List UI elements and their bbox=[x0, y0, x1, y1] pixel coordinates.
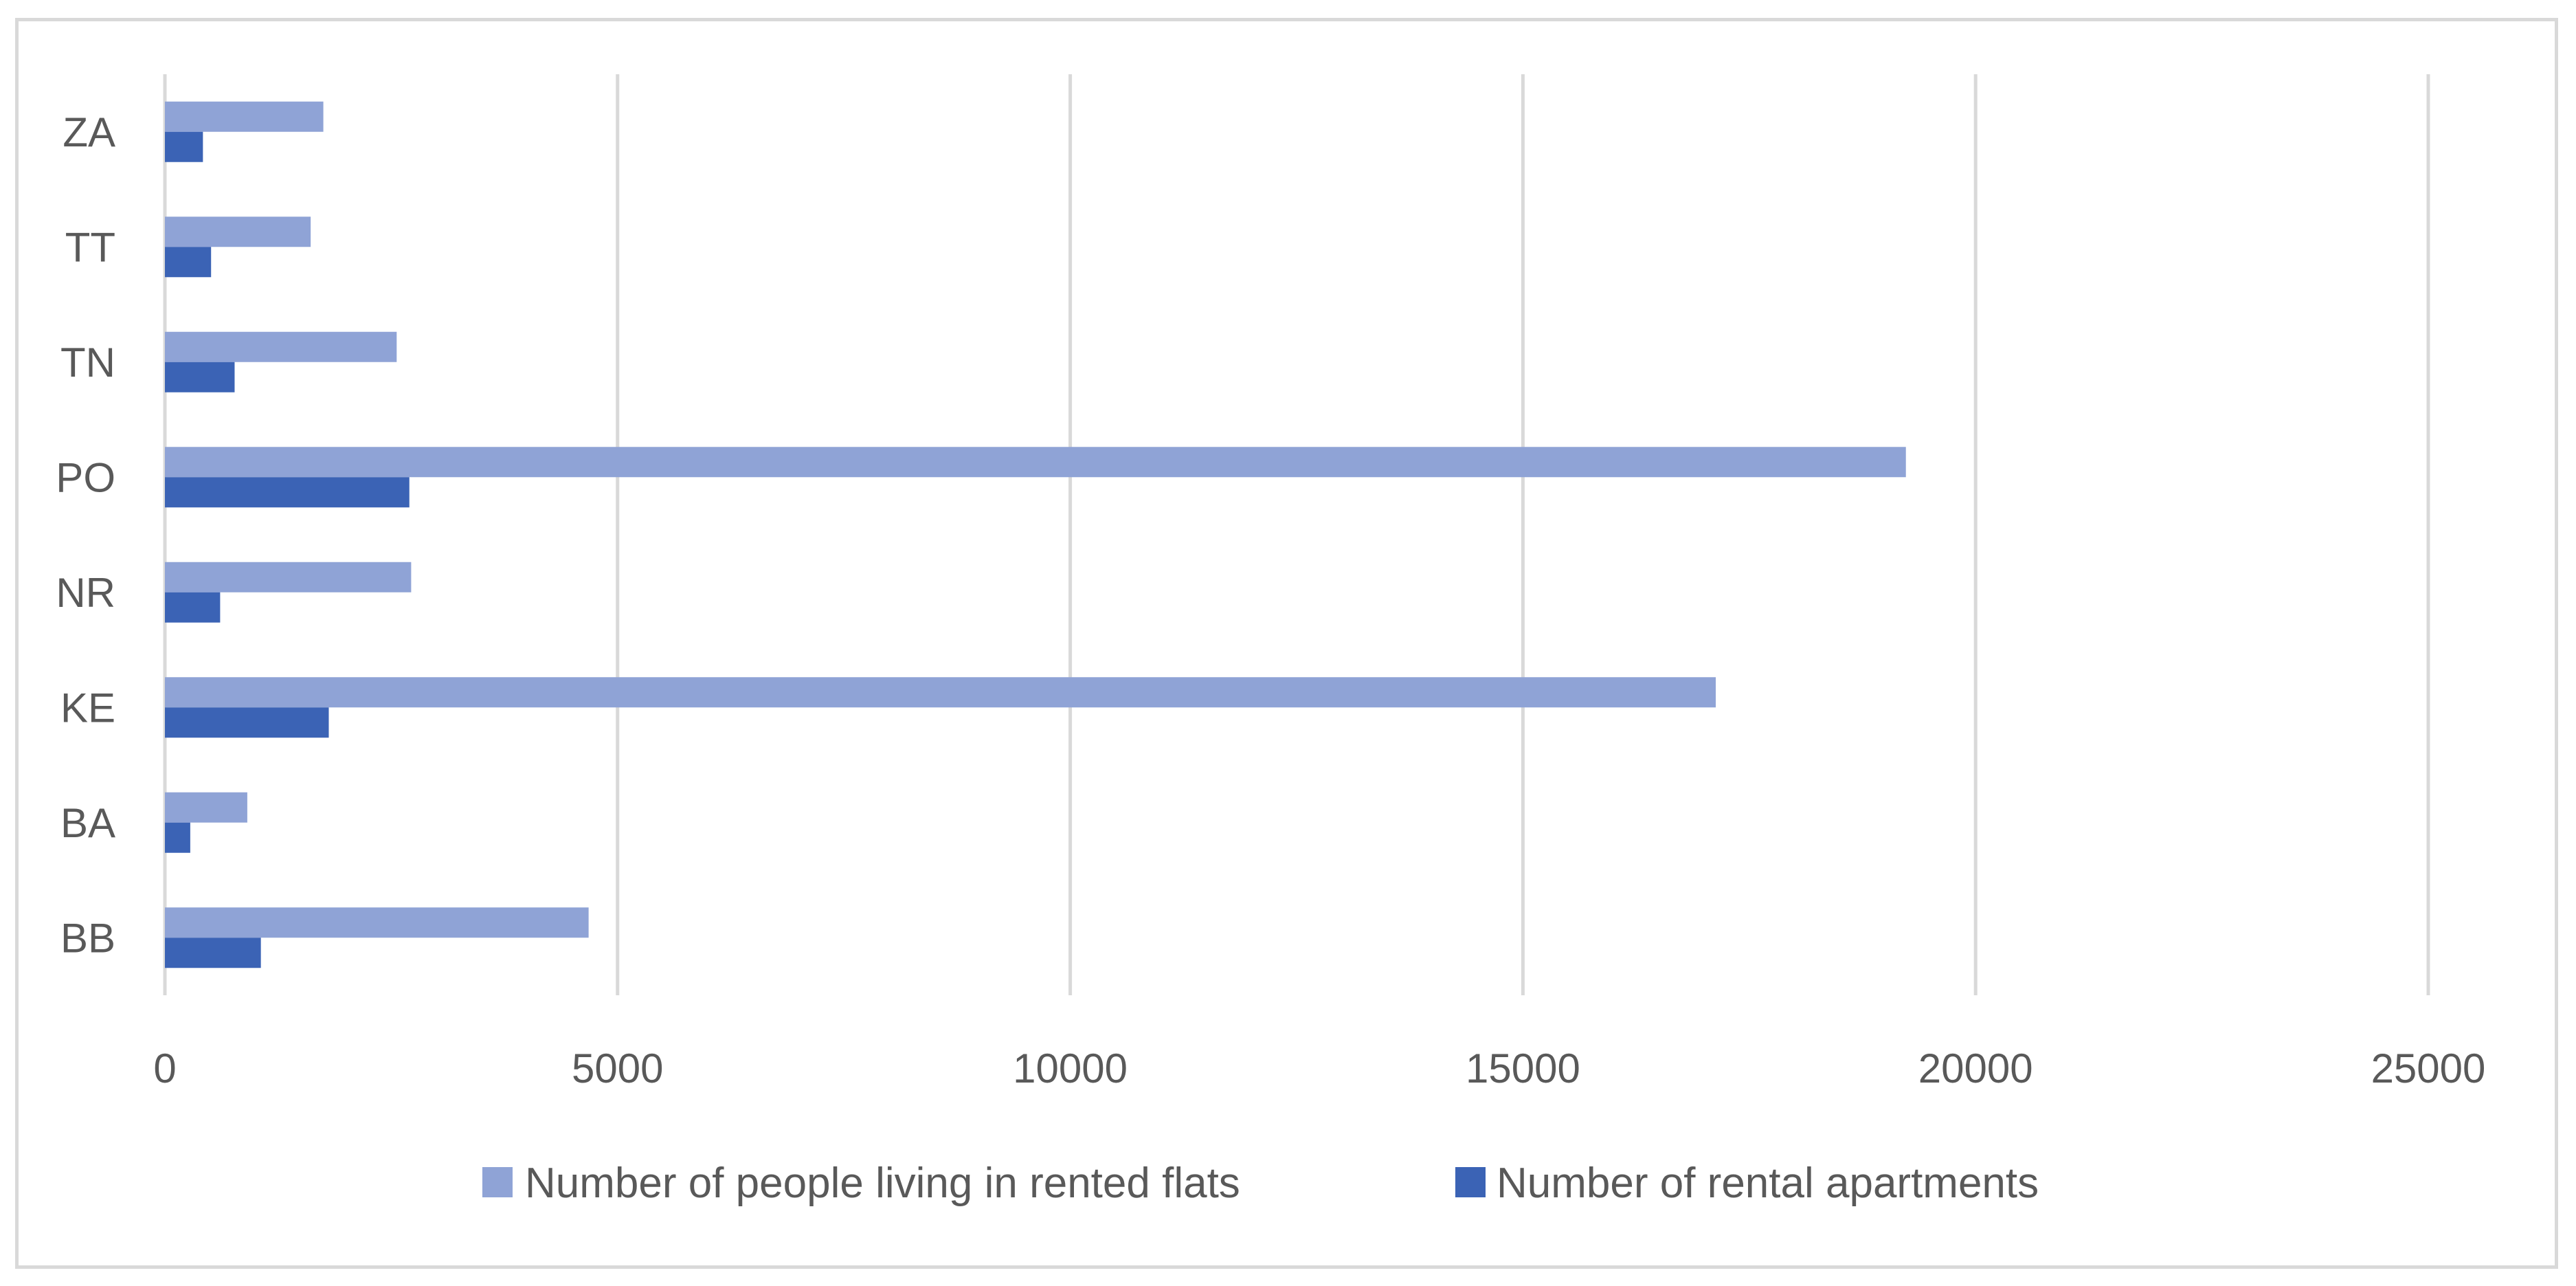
category-label-za: ZA bbox=[63, 109, 115, 155]
x-tick-label-20000: 20000 bbox=[1918, 1045, 2033, 1091]
x-tick-label-5000: 5000 bbox=[572, 1045, 663, 1091]
category-label-bb: BB bbox=[60, 915, 115, 961]
bars bbox=[165, 101, 1906, 968]
legend-swatch-apartments bbox=[1455, 1167, 1486, 1197]
category-label-po: PO bbox=[56, 454, 115, 500]
x-tick-label-0: 0 bbox=[153, 1045, 176, 1091]
bar-nr-series-1 bbox=[165, 592, 221, 623]
legend-swatch-people bbox=[482, 1167, 513, 1197]
category-label-ke: KE bbox=[60, 685, 115, 731]
chart-frame bbox=[15, 18, 2558, 1269]
category-label-tn: TN bbox=[60, 340, 115, 386]
bar-tt-series-0 bbox=[165, 217, 311, 247]
legend: Number of people living in rented flats … bbox=[482, 1160, 2039, 1207]
bar-tt-series-1 bbox=[165, 247, 212, 278]
bar-po-series-1 bbox=[165, 477, 410, 508]
x-tick-label-10000: 10000 bbox=[1013, 1045, 1128, 1091]
bar-ba-series-1 bbox=[165, 822, 190, 853]
bar-bb-series-1 bbox=[165, 938, 261, 968]
bar-za-series-1 bbox=[165, 131, 203, 162]
category-label-tt: TT bbox=[65, 224, 115, 270]
bar-tn-series-1 bbox=[165, 362, 235, 392]
bar-nr-series-0 bbox=[165, 562, 412, 592]
bar-po-series-0 bbox=[165, 447, 1906, 478]
bar-ke-series-1 bbox=[165, 707, 329, 738]
x-tick-labels: 0 5000 10000 15000 20000 25000 bbox=[153, 1045, 2485, 1091]
bar-ba-series-0 bbox=[165, 792, 247, 823]
x-tick-label-25000: 25000 bbox=[2371, 1045, 2486, 1091]
bar-ke-series-0 bbox=[165, 677, 1716, 708]
category-label-nr: NR bbox=[56, 570, 115, 616]
legend-label-people: Number of people living in rented flats bbox=[525, 1160, 1240, 1207]
bar-za-series-0 bbox=[165, 101, 324, 132]
bar-tn-series-0 bbox=[165, 331, 397, 362]
gridlines bbox=[163, 74, 2430, 995]
category-labels: BB BA KE NR PO TN TT ZA bbox=[56, 109, 115, 962]
bar-bb-series-0 bbox=[165, 907, 589, 938]
legend-label-apartments: Number of rental apartments bbox=[1497, 1160, 2039, 1207]
category-label-ba: BA bbox=[60, 800, 115, 846]
x-tick-label-15000: 15000 bbox=[1466, 1045, 1580, 1091]
